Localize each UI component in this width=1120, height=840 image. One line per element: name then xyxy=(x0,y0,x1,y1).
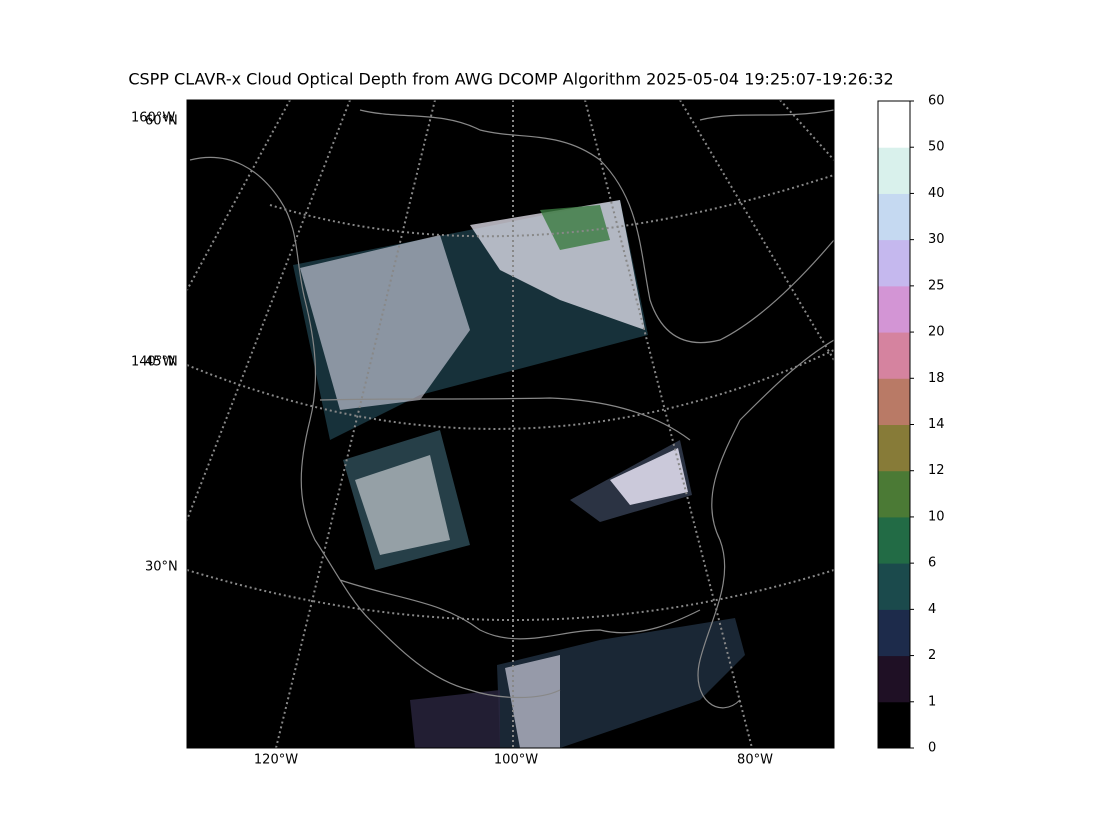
colorbar-tick-label: 1 xyxy=(928,694,936,709)
map-label: 160°W xyxy=(131,111,175,126)
colorbar-segment xyxy=(878,378,910,425)
colorbar-tick-label: 6 xyxy=(928,556,936,571)
colorbar-tick-label: 2 xyxy=(928,648,936,663)
colorbar-segment xyxy=(878,470,910,518)
map-label: 60°N xyxy=(145,114,178,129)
colorbar-tick-label: 0 xyxy=(928,741,936,756)
colorbar-segment xyxy=(878,655,910,703)
colorbar-tick-label: 25 xyxy=(928,278,945,293)
map-label: 100°W xyxy=(494,753,538,768)
colorbar-tick-label: 18 xyxy=(928,371,945,386)
title: CSPP CLAVR-x Cloud Optical Depth from AW… xyxy=(128,70,893,89)
map-label: 140°W xyxy=(131,355,175,370)
map-label: 80°W xyxy=(737,753,773,768)
colorbar-segment xyxy=(878,424,910,472)
colorbar-segment xyxy=(878,285,910,333)
map-labels: 160°W60°N 140°W45°N 30°N 120°W 100°W 80°W xyxy=(131,111,773,768)
colorbar-segment xyxy=(878,609,910,657)
colorbar-segment xyxy=(878,147,910,194)
colorbar-tick-label: 10 xyxy=(928,509,945,524)
colorbar-tick-label: 40 xyxy=(928,186,945,201)
colorbar-tick-label: 20 xyxy=(928,325,945,340)
colorbar-segment xyxy=(878,193,910,241)
map-frame xyxy=(186,99,835,749)
colorbar-tick-label: 14 xyxy=(928,417,945,432)
colorbar-segment xyxy=(878,239,910,287)
colorbar-tick-label: 60 xyxy=(928,94,945,109)
colorbar-segment xyxy=(878,701,910,749)
map-label: 120°W xyxy=(254,753,298,768)
colorbar-segment xyxy=(878,101,910,148)
colorbar-tick-label: 30 xyxy=(928,232,945,247)
cloud-swaths xyxy=(293,200,745,748)
graticule xyxy=(187,100,834,748)
map xyxy=(186,99,835,749)
colorbar-segment xyxy=(878,332,910,379)
colorbar-tick-label: 50 xyxy=(928,140,945,155)
colorbar-segment xyxy=(878,516,910,564)
colorbar-tick-label: 12 xyxy=(928,463,945,478)
coastlines xyxy=(189,109,834,709)
colorbar-segment xyxy=(878,563,910,610)
map-label: 30°N xyxy=(145,560,178,575)
map-label: 45°N xyxy=(145,355,178,370)
colorbar-tick-label: 4 xyxy=(928,602,936,617)
